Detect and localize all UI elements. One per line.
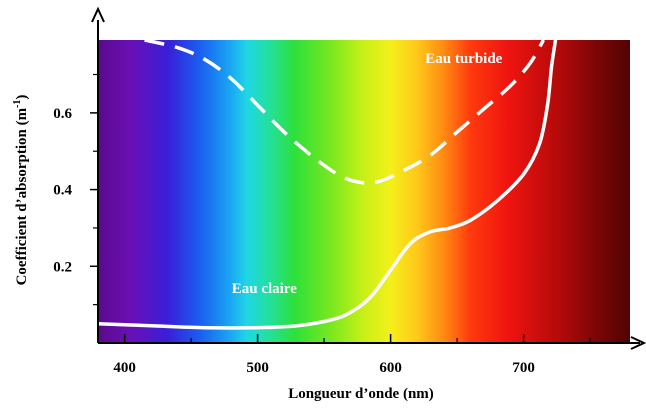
x-tick-label: 500 xyxy=(246,360,269,376)
y-axis-title-close: ) xyxy=(14,95,30,100)
y-tick-label: 0.4 xyxy=(53,183,72,199)
y-tick-label: 0.2 xyxy=(53,259,72,275)
x-axis-arrow xyxy=(630,336,646,350)
annotation-label: Eau claire xyxy=(232,281,297,297)
x-axis-title: Longueur d’onde (nm) xyxy=(288,386,434,402)
x-tick-label: 700 xyxy=(512,360,535,376)
annotation-layer: Eau turbide Eau claire xyxy=(232,51,503,297)
spectrum-background xyxy=(98,40,630,343)
x-tick-label: 400 xyxy=(113,360,136,376)
y-axis-title: Coefficient d’absorption (m-1) xyxy=(12,95,30,286)
y-tick-label: 0.6 xyxy=(53,106,72,122)
y-axis-title-superscript: -1 xyxy=(12,100,23,108)
series-line-dashed xyxy=(144,38,546,185)
y-axis-title-main: Coefficient d’absorption (m xyxy=(14,107,30,285)
series-layer xyxy=(97,38,558,330)
series-line-solid xyxy=(97,39,558,330)
annotation-label: Eau turbide xyxy=(425,51,502,67)
x-tick-label: 600 xyxy=(379,360,402,376)
tick-layer: 400 500 600 700 0.2 0.4 0.6 xyxy=(53,73,591,376)
y-axis-arrow xyxy=(91,6,105,23)
